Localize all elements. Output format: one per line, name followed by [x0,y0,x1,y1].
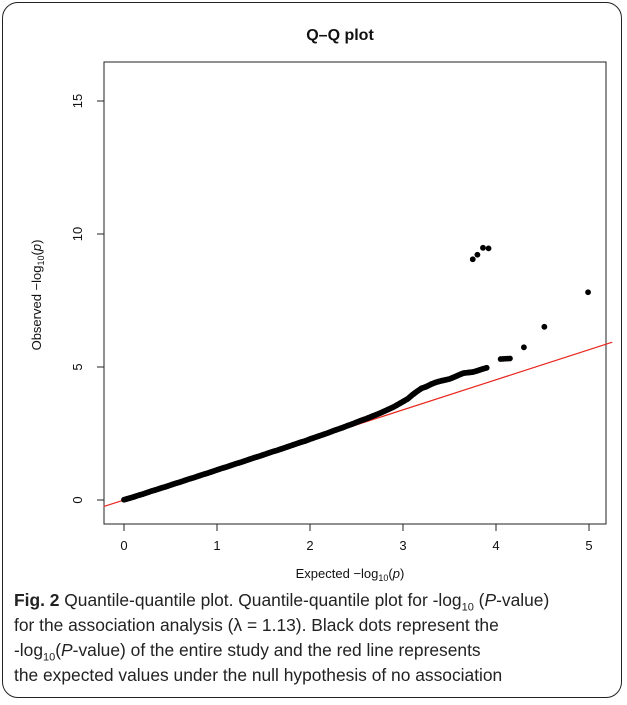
caption-text: Quantile-quantile plot. Quantile-quantil… [59,590,462,610]
caption-line-4: the expected values under the null hypot… [14,665,503,685]
figure-label: Fig. 2 [14,590,60,610]
plot-area-border [103,61,607,525]
data-point [474,251,481,258]
x-axis-label: Expected −log10(p) [296,566,405,583]
data-point [480,244,486,251]
caption-text: ( [55,640,62,660]
x-tick-label: 3 [399,538,406,553]
caption-text: -value) of the entire study and the red … [72,640,481,660]
data-point [469,256,476,263]
y-axis: 0 5 10 15 [70,94,105,504]
caption-subscript: 10 [461,601,474,614]
data-point [585,289,591,296]
x-tick-label: 0 [120,538,127,553]
y-tick-label: 5 [70,363,85,370]
caption-line-1: Fig. 2 Quantile-quantile plot. Quantile-… [14,588,614,613]
chart-title: Q–Q plot [306,27,374,44]
data-point [521,344,527,351]
caption-text: -value) [496,590,550,610]
y-tick-label: 10 [70,227,85,241]
qq-plot: Q–Q plot 0 1 2 3 4 5 0 5 10 15 Expected −log10(p… [29,27,613,583]
data-point [485,245,492,252]
caption-italic: P [61,640,73,660]
data-point [541,323,548,330]
caption-text: ( [473,590,485,610]
data-point [507,355,513,362]
x-tick-label: 2 [306,538,313,553]
y-tick-label: 0 [70,496,85,503]
y-tick-label: 15 [70,94,85,108]
caption-italic: P [484,590,497,610]
x-tick-label: 4 [492,538,499,553]
data-point [483,364,490,371]
caption-line-3: -log10(P-value) of the entire study and … [14,638,614,663]
x-axis: 0 1 2 3 4 5 [120,523,593,553]
figure-frame [2,2,622,698]
caption-text: -log [14,640,43,660]
caption-line-2: for the association analysis (λ = 1.13).… [14,615,499,635]
figure-caption: Fig. 2 Quantile-quantile plot. Quantile-… [14,588,614,688]
x-tick-label: 5 [585,538,592,553]
caption-subscript: 10 [43,651,56,664]
x-tick-label: 1 [213,538,220,553]
y-axis-label: Observed −log10(p) [29,240,46,351]
